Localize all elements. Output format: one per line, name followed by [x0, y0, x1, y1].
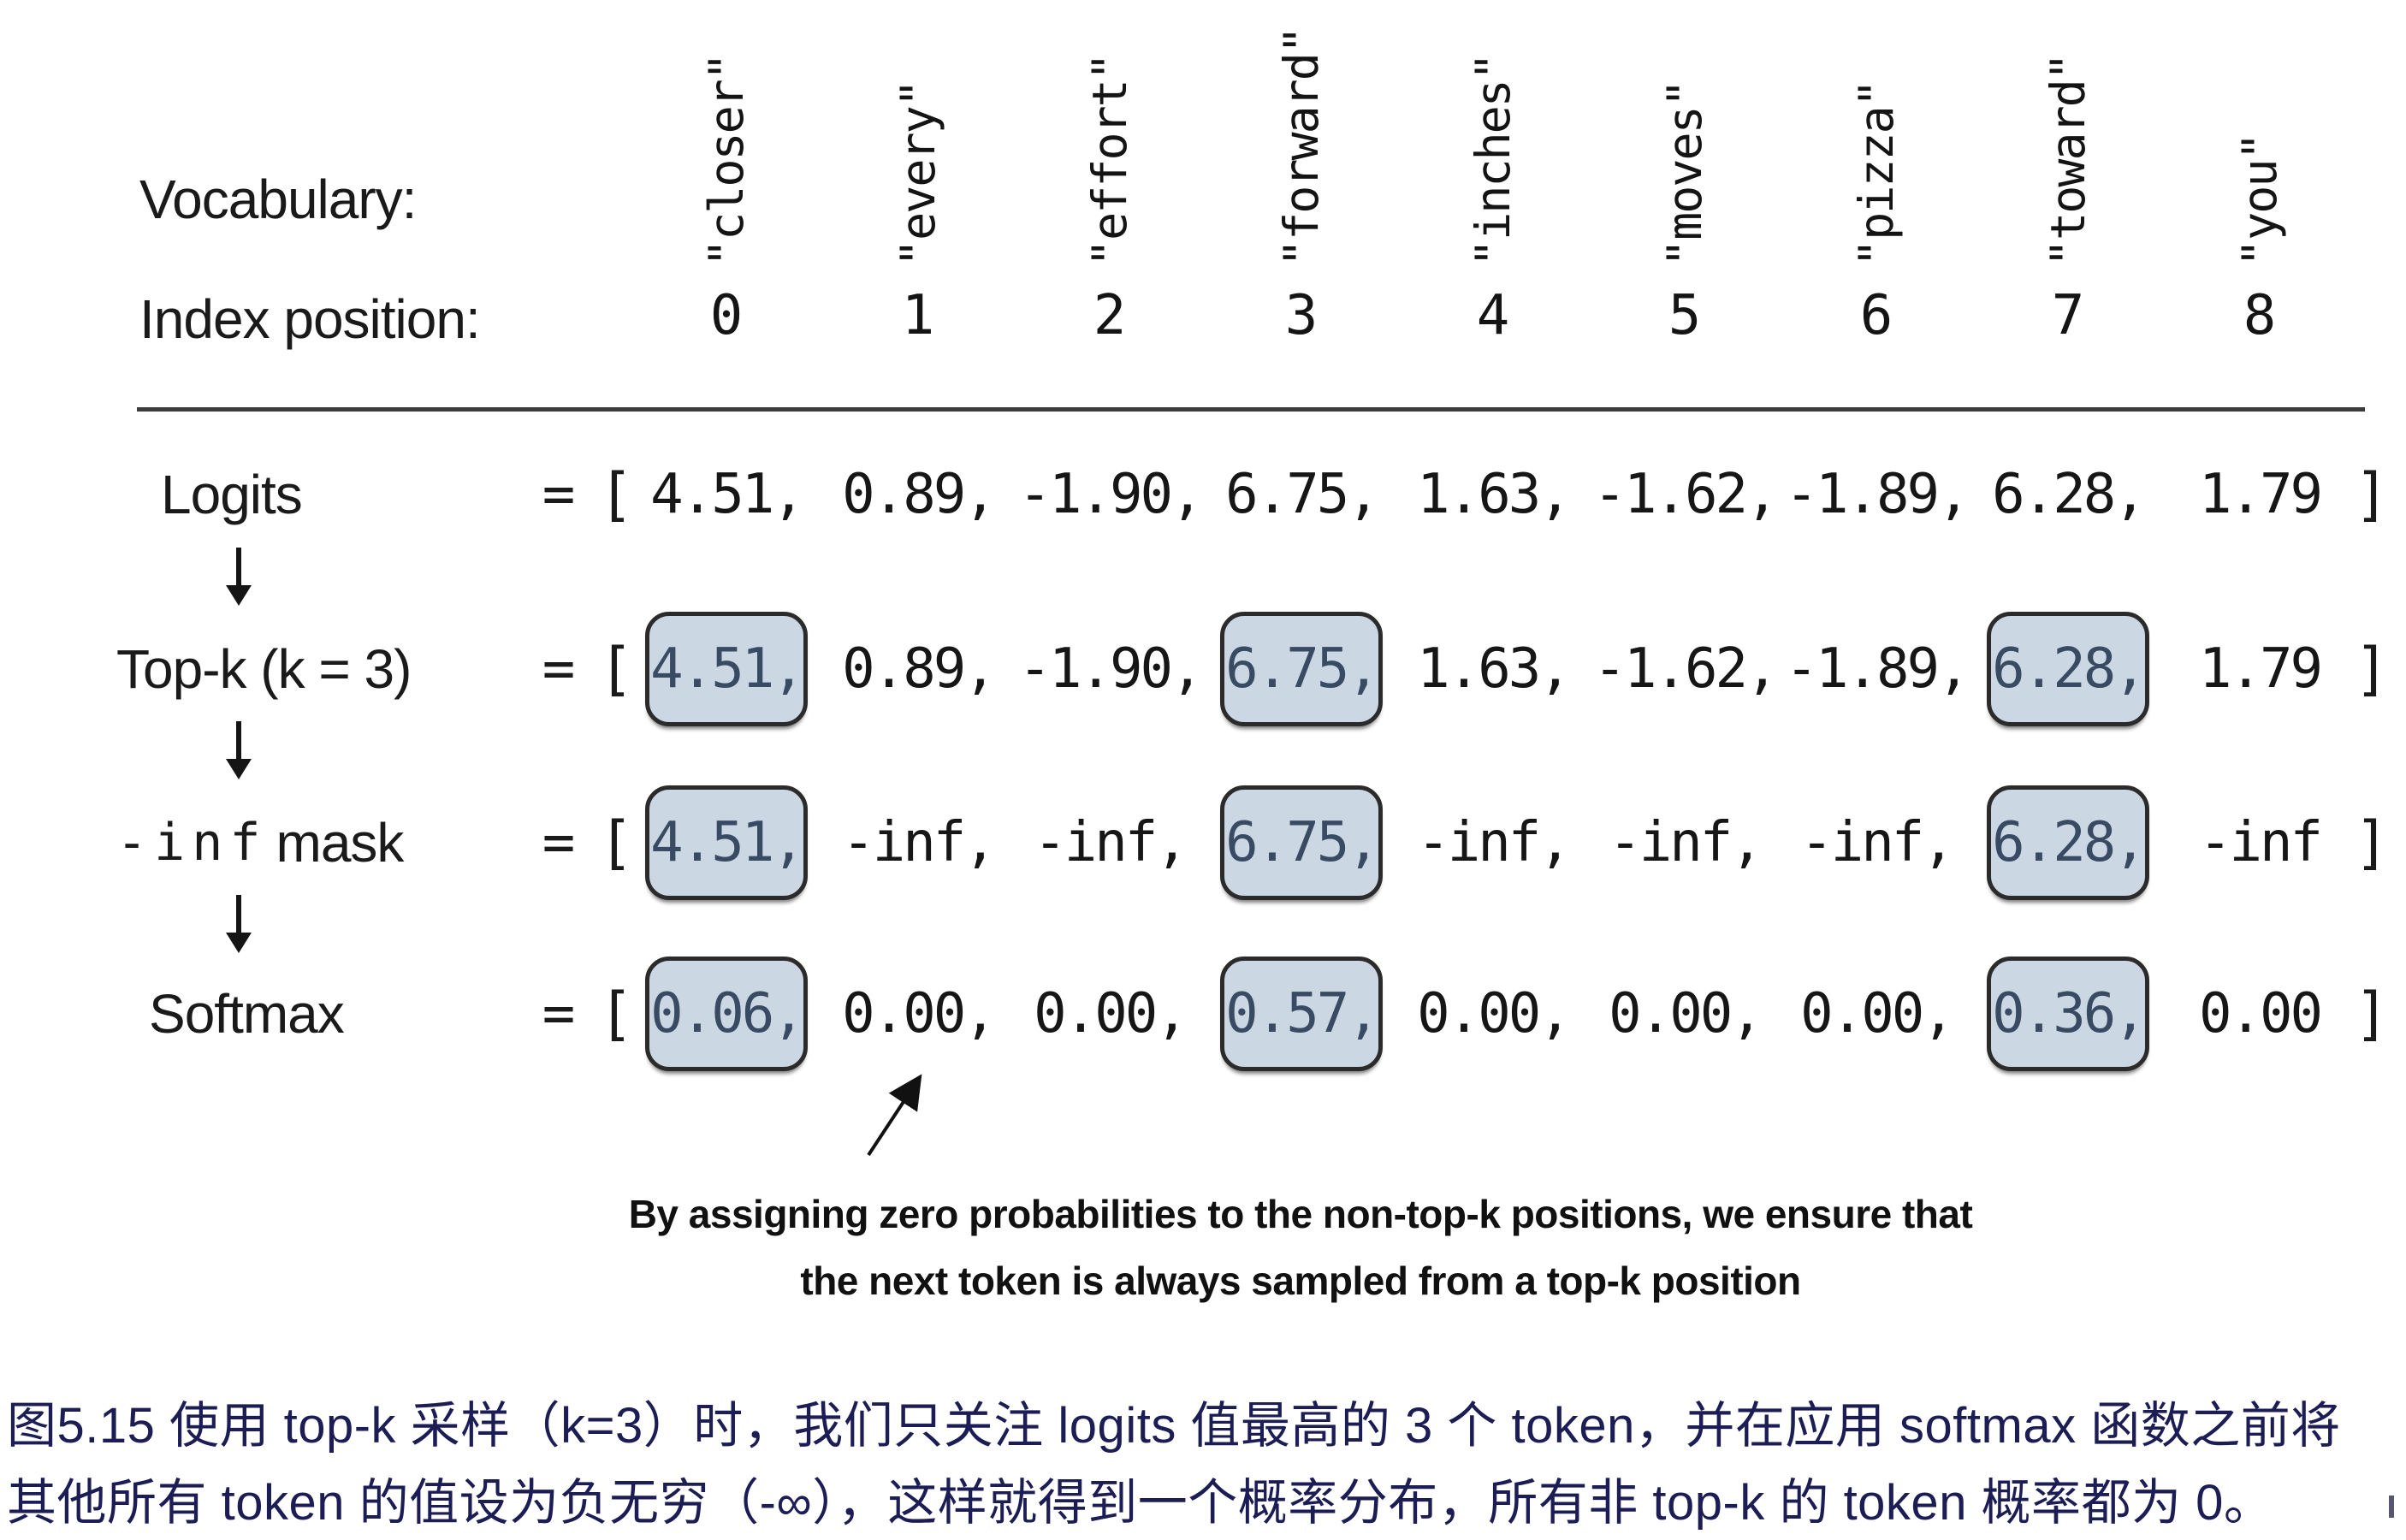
- mask-value: -inf,: [1034, 811, 1188, 874]
- mask-value: -inf,: [1800, 811, 1955, 874]
- equals-sign: =: [542, 811, 576, 874]
- vocab-token: "you": [2232, 133, 2287, 267]
- index-row: 0 1 2 3 4 5 6 7 8: [631, 284, 2356, 347]
- annotation-arrow-icon: [867, 1074, 922, 1157]
- topk-value: -1.90,: [1018, 637, 1203, 701]
- mask-value: -inf,: [842, 811, 997, 874]
- index-value: 6: [1859, 284, 1893, 347]
- index-value: 3: [1284, 284, 1319, 347]
- index-value: 0: [709, 284, 744, 347]
- mask-value-highlighted: 6.75,: [1206, 783, 1397, 903]
- equals-sign: =: [542, 982, 576, 1045]
- close-bracket: ]: [2354, 460, 2390, 529]
- logit-value: 6.28,: [1992, 463, 2147, 526]
- open-bracket: [: [598, 980, 634, 1048]
- annotation-text: By assigning zero probabilities to the n…: [479, 1181, 2122, 1314]
- index-position-label: Index position:: [139, 288, 481, 350]
- caption-line-2: 其他所有 token 的值设为负无穷（-∞），这样就得到一个概率分布，所有非 t…: [7, 1475, 2274, 1531]
- topk-value: -1.62,: [1593, 637, 1778, 701]
- softmax-value-highlighted: 0.36,: [1972, 954, 2164, 1074]
- inf-mask-label: -inf mask: [116, 812, 404, 874]
- index-value: 4: [1476, 284, 1510, 347]
- topk-value-highlighted: 6.28,: [1972, 609, 2164, 729]
- figure-caption: 图5.15 使用 top-k 采样（k=3）时，我们只关注 logits 值最高…: [7, 1388, 2399, 1540]
- down-arrow-icon: [236, 895, 241, 933]
- topk-row: Top-k (k = 3) = [ 4.51, 0.89, -1.90, 6.7…: [0, 609, 2406, 729]
- equals-sign: =: [542, 637, 576, 701]
- vocab-token: "toward": [2041, 54, 2095, 267]
- open-bracket: [: [598, 808, 634, 877]
- inf-mask-row: -inf mask = [ 4.51, -inf, -inf, 6.75, -i…: [0, 783, 2406, 903]
- logit-value: 1.63,: [1417, 463, 1572, 526]
- topk-value: -1.89,: [1785, 637, 1970, 701]
- mask-value: -inf,: [1417, 811, 1572, 874]
- topk-value-highlighted: 6.75,: [1206, 609, 1397, 729]
- down-arrow-icon: [236, 548, 241, 585]
- softmax-value-highlighted: 0.06,: [631, 954, 822, 1074]
- softmax-value-highlighted: 0.57,: [1206, 954, 1397, 1074]
- vocab-token: "pizza": [1849, 80, 1904, 267]
- down-arrow-icon: [236, 721, 241, 759]
- index-value: 2: [1093, 284, 1127, 347]
- softmax-label: Softmax: [149, 983, 345, 1045]
- logits-row: Logits = [ 4.51, 0.89, -1.90, 6.75, 1.63…: [0, 435, 2406, 554]
- index-value: 8: [2243, 284, 2277, 347]
- softmax-value: 0.00,: [1609, 982, 1763, 1045]
- mask-value: -inf: [2198, 811, 2323, 874]
- softmax-value: 0.00,: [1800, 982, 1955, 1045]
- vocab-token: "inches": [1466, 54, 1520, 267]
- vocab-token: "moves": [1657, 80, 1712, 267]
- close-bracket: ]: [2354, 808, 2390, 877]
- softmax-row: Softmax = [ 0.06, 0.00, 0.00, 0.57, 0.00…: [0, 954, 2406, 1074]
- topk-value: 1.79: [2198, 637, 2323, 701]
- topk-value-highlighted: 4.51,: [631, 609, 822, 729]
- logit-value: -1.90,: [1018, 463, 1203, 526]
- index-value: 7: [2051, 284, 2085, 347]
- logit-value: -1.89,: [1785, 463, 1970, 526]
- topk-value: 1.63,: [1417, 637, 1572, 701]
- logit-value: 4.51,: [650, 463, 805, 526]
- mask-value-highlighted: 4.51,: [631, 783, 822, 903]
- open-bracket: [: [598, 460, 634, 529]
- softmax-value: 0.00,: [1034, 982, 1188, 1045]
- annotation-line-2: the next token is always sampled from a …: [800, 1259, 1801, 1303]
- close-bracket: ]: [2354, 980, 2390, 1048]
- open-bracket: [: [598, 635, 634, 703]
- logit-value: 6.75,: [1225, 463, 1380, 526]
- topk-label: Top-k (k = 3): [116, 638, 412, 700]
- annotation-line-1: By assigning zero probabilities to the n…: [628, 1192, 1973, 1236]
- topk-value: 0.89,: [842, 637, 997, 701]
- horizontal-divider: [137, 407, 2365, 412]
- vocab-token: "closer": [699, 54, 754, 267]
- vocab-token: "every": [891, 80, 945, 267]
- vocab-token: "forward": [1274, 27, 1329, 267]
- softmax-value: 0.00,: [842, 982, 997, 1045]
- logit-value: 0.89,: [842, 463, 997, 526]
- vocabulary-label: Vocabulary:: [139, 169, 417, 230]
- vocab-token: "effort": [1082, 54, 1137, 267]
- logits-label: Logits: [161, 464, 303, 525]
- softmax-value: 0.00,: [1417, 982, 1572, 1045]
- mask-value-highlighted: 6.28,: [1972, 783, 2164, 903]
- index-value: 1: [901, 284, 935, 347]
- text-cursor-artifact: [2389, 1496, 2394, 1518]
- equals-sign: =: [542, 463, 576, 526]
- index-value: 5: [1668, 284, 1702, 347]
- logit-value: 1.79: [2198, 463, 2323, 526]
- close-bracket: ]: [2354, 635, 2390, 703]
- softmax-value: 0.00: [2198, 982, 2323, 1045]
- caption-line-1: 图5.15 使用 top-k 采样（k=3）时，我们只关注 logits 值最高…: [7, 1398, 2341, 1454]
- mask-value: -inf,: [1609, 811, 1763, 874]
- logit-value: -1.62,: [1593, 463, 1778, 526]
